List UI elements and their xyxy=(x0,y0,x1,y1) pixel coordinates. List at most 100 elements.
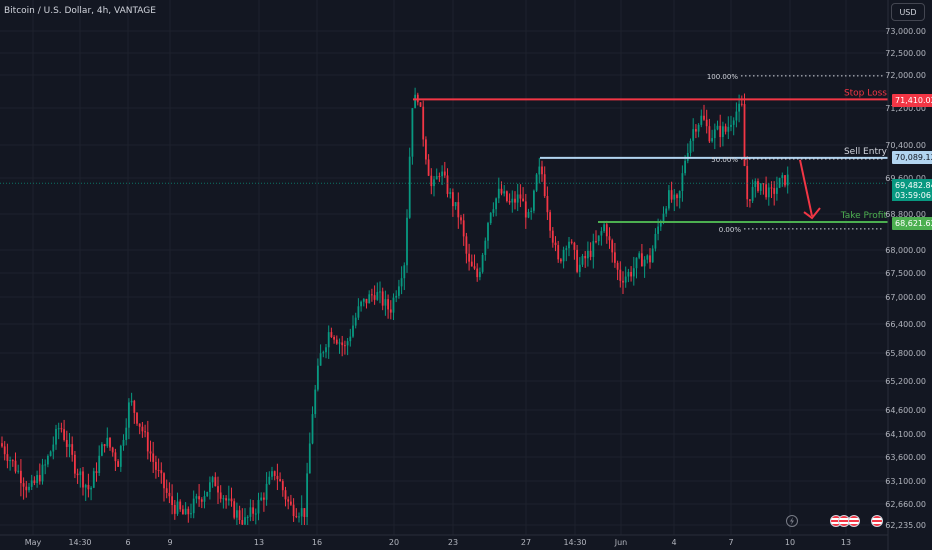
time-axis: May 14:30 6 9 13 16 20 23 27 14:30 Jun 4 7 10 13 xyxy=(0,534,888,547)
candle-body xyxy=(168,492,171,497)
sell-entry-label: Sell Entry xyxy=(844,147,888,157)
price-tick-label: 65,200.00 xyxy=(885,377,926,386)
candle-body xyxy=(546,196,549,213)
candle-body xyxy=(603,224,605,232)
candle-body xyxy=(754,181,757,187)
candle-body xyxy=(109,437,111,448)
candle-body xyxy=(470,261,473,267)
us-flag-event-icon[interactable] xyxy=(871,515,883,527)
candle-body xyxy=(611,240,614,253)
candle-body xyxy=(632,268,635,277)
candle-body xyxy=(249,507,252,517)
candle-body xyxy=(430,175,433,187)
candle-body xyxy=(298,516,300,518)
candle-body xyxy=(465,236,468,254)
candle-body xyxy=(98,455,101,474)
candle-body xyxy=(365,298,368,304)
candle-body xyxy=(317,365,319,390)
candle-countdown: 03:59:06 xyxy=(892,190,932,201)
candle-body xyxy=(600,231,603,236)
candle-body xyxy=(749,199,751,201)
candle-body xyxy=(14,460,17,472)
price-tick-label: 62,235.00 xyxy=(885,521,926,530)
fib-level-label: 50.00% xyxy=(711,156,738,164)
candle-body xyxy=(670,190,673,200)
candle-body xyxy=(103,444,106,447)
candle-body xyxy=(503,191,506,194)
take-profit-price-label: 68,621.62 xyxy=(892,217,932,230)
candle-body xyxy=(254,513,257,515)
candle-body xyxy=(738,103,740,112)
lightning-icon[interactable] xyxy=(786,515,798,527)
candle-body xyxy=(773,188,776,194)
candle-body xyxy=(654,233,657,249)
candle-body xyxy=(200,499,203,502)
candle-body xyxy=(554,242,557,246)
candle-body xyxy=(657,226,659,234)
candle-body xyxy=(719,125,722,138)
price-tick-label: 66,400.00 xyxy=(885,320,926,329)
candle-body xyxy=(322,352,325,354)
candle-body xyxy=(165,488,168,493)
candle-body xyxy=(211,477,214,483)
candle-body xyxy=(543,174,546,197)
time-tick-label: 27 xyxy=(521,538,531,547)
candle-body xyxy=(514,198,516,203)
time-tick-label: 20 xyxy=(389,538,399,547)
candle-body xyxy=(584,255,587,259)
candle-body xyxy=(236,510,238,518)
candle-body xyxy=(65,439,68,447)
currency-button[interactable]: USD xyxy=(891,3,925,21)
price-tick-label: 70,400.00 xyxy=(885,141,926,150)
us-flag-event-icon[interactable] xyxy=(848,515,860,527)
candle-body xyxy=(665,208,668,214)
candle-body xyxy=(63,429,65,440)
candle-body xyxy=(36,475,38,484)
grid xyxy=(0,0,888,535)
candle-body xyxy=(668,190,670,209)
levels: 100.00% 50.00% 0.00% Stop Loss Sell Entry Tak… xyxy=(0,73,888,234)
candle-body xyxy=(570,241,573,243)
price-tick-label: 63,100.00 xyxy=(885,477,926,486)
candle-body xyxy=(119,445,122,467)
candle-body xyxy=(219,492,222,499)
candle-body xyxy=(678,191,681,199)
price-tick-label: 67,500.00 xyxy=(885,269,926,278)
candle-body xyxy=(136,412,138,424)
candle-body xyxy=(565,248,568,250)
time-tick-label: May xyxy=(25,538,42,547)
candle-body xyxy=(759,183,762,191)
candle-body xyxy=(508,201,511,203)
candle-body xyxy=(106,437,109,447)
candle-body xyxy=(643,259,646,267)
candle-body xyxy=(287,499,290,502)
candle-body xyxy=(724,126,727,132)
candle-body xyxy=(84,484,87,488)
candle-body xyxy=(376,292,379,300)
candle-body xyxy=(371,294,373,296)
candle-body xyxy=(767,187,770,198)
candle-body xyxy=(622,280,624,283)
sell-entry-price-label: 70,089.12 xyxy=(892,151,932,164)
candle-body xyxy=(479,271,481,278)
trade-arrow-shaft xyxy=(799,159,813,217)
candle-body xyxy=(338,342,341,344)
candle-body xyxy=(308,443,311,474)
candle-body xyxy=(182,509,184,515)
candle-body xyxy=(44,464,47,466)
candle-body xyxy=(176,501,179,514)
candle-body xyxy=(263,497,265,500)
current-price-label: 69,482.84 xyxy=(892,179,932,192)
time-tick-label: 7 xyxy=(728,538,733,547)
time-tick-label: 14:30 xyxy=(563,538,586,547)
candle-body xyxy=(152,453,155,462)
candle-body xyxy=(684,160,686,174)
candle-body xyxy=(425,139,427,160)
candle-body xyxy=(708,126,711,142)
candle-body xyxy=(335,339,338,344)
candle-body xyxy=(330,332,333,337)
candle-body xyxy=(395,295,398,298)
candle-body xyxy=(128,402,130,428)
candle-body xyxy=(82,471,84,488)
